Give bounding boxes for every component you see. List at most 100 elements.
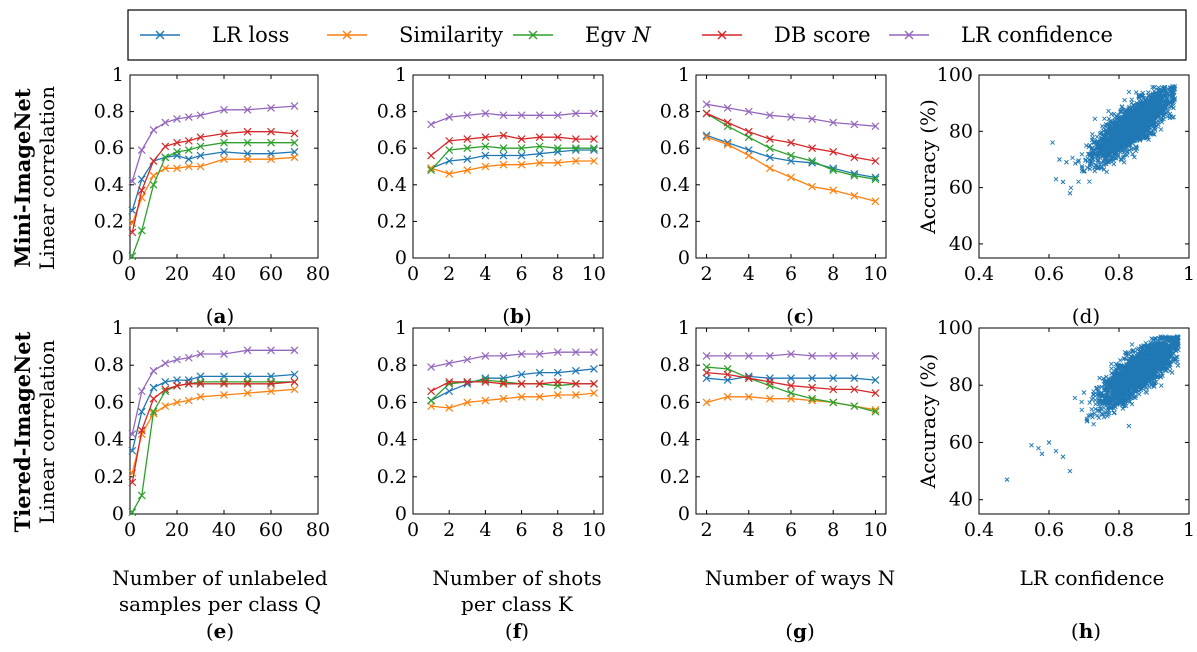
ytick-label-d-0: 40	[949, 233, 973, 255]
point-a-3-2	[149, 157, 158, 165]
point-f-3-3	[481, 378, 490, 386]
point-c-2-7	[850, 171, 859, 180]
point-g-3-2	[744, 374, 753, 383]
point-a-4-3	[161, 118, 170, 127]
scatter-point-d-1	[1053, 176, 1059, 182]
xtick-label-g-0: 2	[701, 519, 713, 541]
scatter-point-d-5	[1057, 157, 1062, 162]
series-line-c-3	[706, 112, 876, 162]
series-line-b-0	[430, 149, 594, 169]
point-c-2-3	[765, 144, 774, 153]
ytick-label-b-3: 0.6	[377, 137, 407, 159]
point-e-0-7	[220, 372, 228, 381]
ytick-label-b-4: 0.8	[377, 101, 407, 123]
point-g-4-0	[702, 351, 711, 360]
point-g-2-7	[850, 402, 859, 411]
series-line-c-1	[706, 136, 876, 202]
xlabels: Number of unlabeled samples per class Q …	[112, 566, 1164, 616]
point-e-3-1	[137, 426, 146, 435]
point-f-0-1	[445, 387, 454, 396]
ytick-label-e-3: 0.6	[94, 391, 124, 413]
ylabel-row1: Linear correlation	[35, 86, 59, 270]
scatter-cloud-h	[1072, 334, 1181, 429]
point-g-2-6	[829, 398, 838, 407]
scatter-point-d-0	[1050, 140, 1055, 145]
point-b-1-4	[499, 160, 508, 169]
xtick-label-c-3: 8	[827, 263, 839, 285]
point-g-3-6	[829, 385, 838, 394]
ytick-label-g-4: 0.8	[660, 354, 690, 376]
ytick-label-d-2: 80	[949, 120, 973, 142]
point-b-2-9	[590, 144, 598, 153]
point-b-1-0	[427, 164, 436, 173]
xtick-label-c-4: 10	[863, 263, 887, 285]
xtick-label-c-0: 2	[701, 263, 713, 285]
point-c-4-0	[702, 100, 711, 109]
point-b-1-9	[590, 157, 598, 165]
caption-h: (h)	[1071, 619, 1101, 643]
xlabel-e-line1: Number of unlabeled	[112, 566, 328, 590]
point-g-3-1	[723, 370, 732, 379]
point-a-4-4	[173, 114, 181, 123]
panel-h: 40 60 80 100 0.4 0.6 0.8 1 Accuracy (%)	[916, 317, 1195, 541]
legend-box	[127, 9, 1187, 61]
point-b-4-8	[571, 109, 580, 118]
point-b-3-0	[427, 151, 436, 160]
xtick-label-h-2: 0.8	[1104, 519, 1134, 541]
axes-b	[412, 74, 604, 259]
point-a-2-9	[267, 138, 275, 147]
point-g-2-1	[723, 364, 732, 373]
ytick-label-a-2: 0.4	[94, 174, 124, 196]
xtick-label-a-3: 60	[259, 263, 283, 285]
point-b-3-7	[553, 133, 562, 142]
point-e-4-9	[267, 346, 275, 355]
point-a-3-0	[128, 228, 137, 237]
point-e-0-8	[243, 372, 252, 381]
xtick-label-h-1: 0.6	[1034, 519, 1064, 541]
ytick-label-e-4: 0.8	[94, 354, 124, 376]
point-a-2-10	[290, 138, 299, 147]
axes-h	[978, 327, 1190, 515]
point-e-4-7	[220, 350, 228, 358]
point-f-3-1	[445, 378, 454, 386]
legend-label-3: DB score	[774, 23, 871, 47]
point-f-1-0	[427, 402, 436, 411]
point-c-3-2	[744, 127, 753, 136]
ytick-label-a-5: 1	[112, 64, 124, 86]
point-a-2-3	[161, 153, 170, 162]
ytick-label-b-2: 0.4	[377, 174, 407, 196]
point-e-1-3	[161, 402, 170, 411]
point-a-2-6	[196, 142, 205, 151]
point-b-0-5	[517, 151, 526, 160]
point-e-1-8	[243, 389, 252, 398]
point-a-4-7	[220, 105, 228, 114]
ylabel-d: Accuracy (%)	[916, 99, 940, 235]
point-g-4-5	[808, 351, 817, 360]
ytick-label-f-4: 0.8	[377, 354, 407, 376]
point-c-3-1	[723, 118, 732, 127]
point-c-2-6	[829, 166, 838, 175]
point-b-4-6	[535, 111, 544, 120]
point-b-4-7	[553, 111, 562, 120]
xtick-label-a-1: 20	[165, 263, 189, 285]
point-e-1-7	[220, 391, 228, 399]
xtick-label-g-1: 4	[743, 519, 755, 541]
point-b-3-1	[445, 136, 454, 145]
ytick-label-g-2: 0.4	[660, 429, 690, 451]
point-e-0-9	[267, 372, 275, 381]
point-e-4-1	[137, 387, 146, 396]
scatter-point-h-4	[1053, 448, 1059, 454]
point-f-3-8	[571, 379, 580, 388]
point-g-0-7	[850, 374, 859, 383]
point-e-2-1	[137, 491, 146, 500]
ytick-label-d-3: 100	[937, 64, 973, 86]
point-b-0-6	[535, 149, 544, 158]
xtick-label-h-0: 0.4	[964, 519, 994, 541]
xlabel-e-line2: samples per class Q	[119, 592, 321, 616]
ylabel-h: Accuracy (%)	[916, 354, 940, 490]
point-c-1-0	[702, 133, 711, 142]
ytick-label-c-4: 0.8	[660, 101, 690, 123]
caption-e: (e)	[206, 619, 234, 643]
ytick-label-b-5: 1	[395, 64, 407, 86]
